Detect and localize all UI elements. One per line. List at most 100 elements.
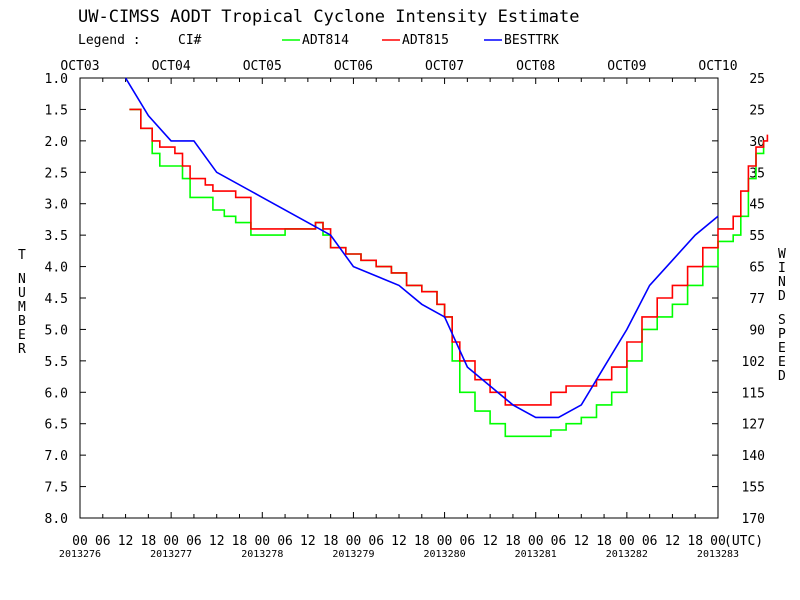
y-axis-label-left-m: M — [18, 300, 26, 315]
wind-tick-label: 55 — [749, 229, 765, 244]
hour-tick-label: 06 — [368, 534, 384, 549]
y-axis-label-right-e2: E — [778, 355, 786, 370]
hour-tick-label: 12 — [391, 534, 407, 549]
y-tick-label: 5.0 — [45, 323, 68, 338]
y-axis-label-left-t: T — [18, 248, 26, 263]
hour-tick-label: 06 — [95, 534, 111, 549]
julian-day-label: 2013278 — [241, 549, 283, 560]
julian-day-label: 2013282 — [606, 549, 648, 560]
date-label-top: OCT10 — [698, 59, 737, 74]
wind-tick-labels: 25 25 30 35 45 55 65 77 90 102 115 127 140 155 170 — [742, 72, 765, 527]
y-tick-label: 2.5 — [45, 166, 68, 181]
y-tick-labels: 1.0 1.5 2.0 2.5 3.0 3.5 4.0 4.5 5.0 5.5 6.0 6.5 7.0 7… — [45, 72, 68, 527]
wind-tick-label: 102 — [742, 355, 765, 370]
series-line-adt815 — [129, 108, 769, 406]
hour-tick-label: 12 — [665, 534, 681, 549]
y-tick-label: 5.5 — [45, 355, 68, 370]
axis-ticks — [79, 77, 719, 519]
date-label-top: OCT04 — [152, 59, 191, 74]
hour-tick-label: 12 — [573, 534, 589, 549]
y-axis-label-left-e: E — [18, 328, 26, 343]
y-axis-label-right-w: W — [778, 247, 786, 262]
date-label-top: OCT07 — [425, 59, 464, 74]
y-axis-label-right-n: N — [778, 275, 786, 290]
wind-tick-label: 90 — [749, 323, 765, 338]
legend-ci: CI# — [178, 33, 202, 48]
series-lines — [124, 77, 769, 438]
y-axis-label-left: T N U M B E R — [18, 248, 26, 357]
hour-tick-label: 00 — [619, 534, 635, 549]
julian-day-label: 2013283 — [697, 549, 739, 560]
hour-tick-label: 12 — [118, 534, 134, 549]
hour-tick-label: 06 — [642, 534, 658, 549]
hour-tick-label: 18 — [505, 534, 521, 549]
y-tick-label: 1.5 — [45, 103, 68, 118]
y-axis-label-right-p: P — [778, 327, 786, 342]
hour-tick-label: 18 — [414, 534, 430, 549]
series-line-besttrk — [124, 77, 719, 419]
y-axis-label-right-s: S — [778, 313, 786, 328]
x-axis-label: (UTC) — [724, 534, 763, 549]
date-label-top: OCT03 — [60, 59, 99, 74]
hour-tick-label: 12 — [300, 534, 316, 549]
legend-label: Legend : — [78, 33, 141, 48]
hour-tick-label: 00 — [710, 534, 726, 549]
julian-day-label: 2013277 — [150, 549, 192, 560]
y-axis-label-left-r: R — [18, 342, 26, 357]
y-tick-label: 2.0 — [45, 135, 68, 150]
y-axis-label-right-d: D — [778, 289, 786, 304]
hour-tick-label: 18 — [687, 534, 703, 549]
y-tick-label: 3.0 — [45, 198, 68, 213]
wind-tick-label: 140 — [742, 449, 765, 464]
y-tick-label: 4.5 — [45, 292, 68, 307]
julian-day-label: 2013279 — [332, 549, 374, 560]
julian-day-label: 2013276 — [59, 549, 101, 560]
legend-entry-adt814: ADT814 — [302, 33, 349, 48]
wind-tick-label: 45 — [749, 198, 765, 213]
hour-tick-label: 12 — [209, 534, 225, 549]
date-label-top: OCT08 — [516, 59, 555, 74]
hour-tick-label: 06 — [186, 534, 202, 549]
legend-entry-besttrk: BESTTRK — [504, 33, 559, 48]
hour-tick-label: 18 — [141, 534, 157, 549]
wind-tick-label: 115 — [742, 386, 765, 401]
hour-tick-label: 00 — [437, 534, 453, 549]
y-tick-label: 7.5 — [45, 481, 68, 496]
hour-tick-label: 18 — [323, 534, 339, 549]
y-tick-label: 6.0 — [45, 386, 68, 401]
hour-tick-label: 06 — [551, 534, 567, 549]
hour-tick-label: 06 — [277, 534, 293, 549]
y-tick-label: 7.0 — [45, 449, 68, 464]
hour-tick-label: 00 — [346, 534, 362, 549]
y-axis-label-left-u: U — [18, 286, 26, 301]
y-axis-label-right-e1: E — [778, 341, 786, 356]
wind-tick-label: 35 — [749, 166, 765, 181]
y-tick-label: 4.0 — [45, 261, 68, 276]
y-tick-label: 6.5 — [45, 418, 68, 433]
y-axis-label-right: W I N D S P E E D — [778, 247, 786, 384]
date-label-top: OCT06 — [334, 59, 373, 74]
wind-tick-label: 65 — [749, 261, 765, 276]
hour-tick-label: 00 — [163, 534, 179, 549]
hour-labels-bottom: 00 06 12 18 00 06 12 18 00 06 12 18 00 06 12 18 00 06 12 18… — [59, 534, 739, 560]
hour-tick-label: 00 — [72, 534, 88, 549]
julian-day-label: 2013280 — [423, 549, 465, 560]
plot-frame — [79, 77, 719, 519]
date-label-top: OCT05 — [243, 59, 282, 74]
y-tick-label: 8.0 — [45, 512, 68, 527]
series-line-adt814 — [129, 108, 765, 438]
y-axis-label-right-i: I — [778, 261, 786, 276]
legend-entry-adt815: ADT815 — [402, 33, 449, 48]
y-axis-label-left-b: B — [18, 314, 26, 329]
hour-tick-label: 06 — [460, 534, 476, 549]
wind-tick-label: 25 — [749, 103, 765, 118]
hour-tick-label: 18 — [232, 534, 248, 549]
wind-tick-label: 127 — [742, 418, 765, 433]
y-tick-label: 3.5 — [45, 229, 68, 244]
date-label-top: OCT09 — [607, 59, 646, 74]
wind-tick-label: 25 — [749, 72, 765, 87]
y-tick-label: 1.0 — [45, 72, 68, 87]
chart-title: UW-CIMSS AODT Tropical Cyclone Intensity… — [78, 7, 580, 27]
wind-tick-label: 170 — [742, 512, 765, 527]
